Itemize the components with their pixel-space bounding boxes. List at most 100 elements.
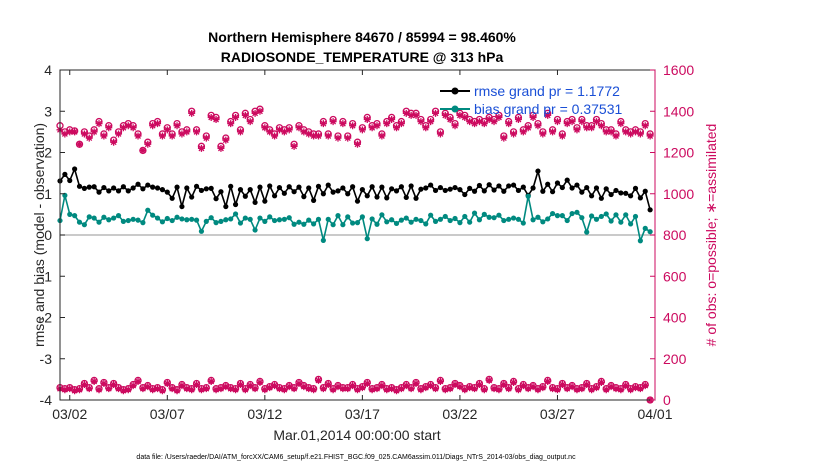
data-point-rmse <box>179 203 185 210</box>
data-point-obs_assimilated_low <box>627 386 635 394</box>
data-point-bias <box>623 212 629 218</box>
data-point-obs_assimilated_low <box>266 384 274 392</box>
data-point-obs_assimilated <box>193 128 201 136</box>
data-point-rmse <box>413 195 419 201</box>
data-point-obs_assimilated_low <box>232 386 240 394</box>
data-point-obs_assimilated <box>539 130 547 138</box>
data-point-bias <box>413 216 419 222</box>
data-point-bias <box>72 213 78 219</box>
data-point-obs_assimilated <box>290 142 298 150</box>
data-point-obs_assimilated <box>115 130 123 138</box>
data-point-obs_assimilated_low <box>300 383 308 391</box>
data-point-bias <box>437 216 444 222</box>
data-point-obs_assimilated <box>578 118 586 126</box>
data-point-obs_assimilated <box>646 132 654 140</box>
data-point-bias <box>608 218 614 224</box>
data-point-obs_assimilated <box>354 140 361 148</box>
data-point-rmse <box>262 198 268 204</box>
data-point-obs_assimilated_low <box>314 376 322 384</box>
data-point-rmse <box>496 183 502 189</box>
data-point-obs_assimilated <box>275 126 283 134</box>
data-point-obs_assimilated <box>514 116 522 123</box>
data-point-rmse <box>111 185 117 191</box>
data-point-obs_assimilated <box>402 109 410 117</box>
data-point-obs_assimilated <box>300 128 308 136</box>
data-point-obs_assimilated <box>441 111 449 119</box>
data-point-rmse <box>510 182 517 188</box>
data-point-obs_assimilated_low <box>90 377 98 385</box>
data-point-bias <box>613 212 619 218</box>
data-point-obs_assimilated <box>251 109 259 117</box>
data-point-rmse <box>140 186 146 192</box>
data-point-rmse <box>67 177 73 184</box>
data-point-obs_assimilated_low <box>607 383 615 391</box>
data-point-obs_assimilated_low <box>588 386 596 394</box>
data-point-rmse <box>642 188 648 194</box>
data-point-obs_assimilated <box>178 130 186 138</box>
data-point-rmse <box>593 185 600 191</box>
data-point-rmse <box>598 195 604 201</box>
data-point-obs_assimilated <box>573 126 581 134</box>
data-point-rmse <box>232 201 239 208</box>
data-point-obs_assimilated <box>305 130 313 138</box>
data-point-obs_assimilated_low <box>339 385 347 393</box>
data-point-rmse <box>408 183 414 189</box>
data-point-rmse <box>501 188 507 194</box>
data-point-bias <box>315 216 322 222</box>
data-point-obs_assimilated <box>627 130 635 138</box>
data-point-bias <box>154 215 161 221</box>
data-point-rmse <box>86 184 92 190</box>
data-point-obs_assimilated <box>95 120 103 128</box>
data-point-obs_assimilated_low <box>61 386 69 394</box>
data-point-obs_assimilated_low <box>485 376 493 384</box>
data-point-bias <box>545 216 551 222</box>
data-point-obs_assimilated_low <box>495 386 503 394</box>
data-point-obs_assimilated_low <box>602 386 610 394</box>
data-point-bias <box>325 216 331 222</box>
data-point-obs_assimilated_low <box>558 381 566 389</box>
data-point-obs_assimilated_low <box>319 385 327 393</box>
data-point-obs_assimilated <box>607 128 615 136</box>
data-point-obs_assimilated <box>76 140 84 148</box>
data-point-bias <box>520 220 526 226</box>
data-point-obs_assimilated <box>422 124 430 132</box>
data-point-rmse <box>486 182 492 188</box>
chart-subtitle: RADIOSONDE_TEMPERATURE @ 313 hPa <box>221 49 504 65</box>
y-right-tick-label: 1600 <box>663 62 694 78</box>
data-point-obs_assimilated_low <box>631 384 639 392</box>
data-point-obs_assimilated <box>505 120 513 128</box>
data-point-obs_assimilated_low <box>363 380 371 387</box>
data-point-bias <box>86 214 92 220</box>
data-point-rmse <box>106 188 112 194</box>
x-tick-label: 03/22 <box>442 406 477 422</box>
data-point-obs_assimilated <box>597 122 605 130</box>
data-point-obs_assimilated_low <box>85 385 93 393</box>
data-point-rmse <box>325 182 331 188</box>
data-point-bias <box>208 215 214 221</box>
data-point-obs_assimilated <box>490 118 498 126</box>
data-point-rmse <box>62 171 68 177</box>
series-obs_assimilated_low <box>56 376 654 404</box>
data-point-obs_assimilated_low <box>236 381 244 389</box>
data-point-obs_assimilated_low <box>451 381 459 389</box>
data-point-bias <box>447 217 453 224</box>
data-point-rmse <box>535 168 541 174</box>
data-point-rmse <box>296 184 302 190</box>
data-point-rmse <box>257 184 263 190</box>
data-point-bias <box>486 214 492 220</box>
data-point-rmse <box>203 186 209 192</box>
data-point-rmse <box>428 182 434 188</box>
data-point-bias <box>418 217 424 224</box>
data-point-bias <box>115 213 122 219</box>
data-point-bias <box>579 215 585 221</box>
data-point-rmse <box>437 184 444 191</box>
data-point-obs_assimilated <box>71 128 79 136</box>
data-point-bias <box>398 217 404 223</box>
data-point-obs_assimilated_low <box>149 386 157 394</box>
data-point-obs_assimilated <box>163 126 171 134</box>
series-rmse <box>57 166 653 213</box>
data-point-bias <box>501 217 507 224</box>
data-point-obs_assimilated <box>61 130 69 138</box>
data-point-obs_assimilated <box>363 116 371 123</box>
